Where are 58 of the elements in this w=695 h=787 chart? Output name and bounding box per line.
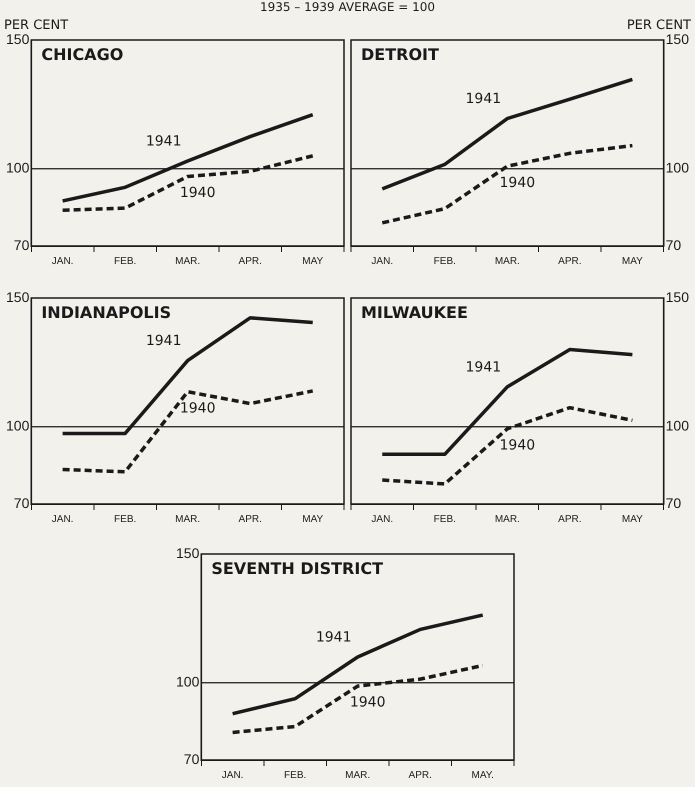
y-axis-title: PER CENT xyxy=(4,18,68,33)
x-tick-label: JAN. xyxy=(371,514,394,525)
x-tick-label: MAY. xyxy=(472,770,494,781)
x-tick-label: MAY xyxy=(622,514,644,525)
series-label: 1941 xyxy=(316,630,352,646)
series-label: 1941 xyxy=(466,359,502,376)
series-label: 1940 xyxy=(350,694,386,711)
x-tick-label: APR. xyxy=(558,514,582,525)
y2-axis-title: PER CENT xyxy=(626,18,692,33)
x-tick-label: JAN. xyxy=(52,256,74,267)
y2-tick-label: 70 xyxy=(666,236,682,253)
x-tick-label: FEB. xyxy=(284,770,306,781)
x-tick-label: MAY xyxy=(622,256,644,267)
series-label: 1941 xyxy=(146,134,182,150)
y2-tick-label: 100 xyxy=(666,418,690,434)
x-tick-label: FEB. xyxy=(434,514,456,525)
chart-title: INDIANAPOLIS xyxy=(41,303,172,322)
series-label: 1940 xyxy=(180,400,216,416)
y-tick-label: 150 xyxy=(6,288,30,305)
x-tick-label: APR. xyxy=(238,256,262,267)
x-tick-label: MAR. xyxy=(175,256,200,267)
x-tick-label: JAN. xyxy=(371,256,394,267)
x-tick-label: MAY xyxy=(302,256,324,267)
x-tick-label: FEB. xyxy=(434,256,456,267)
y-tick-label: 70 xyxy=(184,750,200,767)
x-tick-label: APR. xyxy=(558,256,582,267)
series-label: 1941 xyxy=(466,91,502,108)
x-tick-label: MAR. xyxy=(494,256,520,267)
chart-title: MILWAUKEE xyxy=(361,303,468,322)
series-label: 1941 xyxy=(146,333,182,350)
y-tick-label: 100 xyxy=(6,418,30,434)
y2-tick-label: 70 xyxy=(666,494,682,511)
y2-tick-label: 150 xyxy=(666,30,690,47)
x-tick-label: APR. xyxy=(238,514,262,525)
x-tick-label: FEB. xyxy=(114,256,136,267)
y-tick-label: 150 xyxy=(6,30,30,47)
y2-tick-label: 150 xyxy=(666,288,690,305)
y2-tick-label: 100 xyxy=(666,160,690,176)
y-tick-label: 150 xyxy=(176,544,200,561)
y-tick-label: 70 xyxy=(14,236,30,253)
x-tick-label: JAN. xyxy=(52,514,74,525)
series-label: 1940 xyxy=(180,185,216,202)
x-tick-label: MAR. xyxy=(494,514,520,525)
x-tick-label: FEB. xyxy=(114,514,136,525)
chart-title: SEVENTH DISTRICT xyxy=(211,559,384,578)
chart-title: CHICAGO xyxy=(41,45,124,64)
x-tick-label: MAY xyxy=(302,514,324,525)
y-tick-label: 100 xyxy=(176,674,200,690)
chart-title: DETROIT xyxy=(361,45,439,64)
x-tick-label: APR. xyxy=(408,770,432,781)
y-tick-label: 100 xyxy=(6,160,30,176)
y-tick-label: 70 xyxy=(14,494,30,511)
series-label: 1940 xyxy=(500,174,536,191)
x-tick-label: MAR. xyxy=(175,514,200,525)
x-tick-label: JAN. xyxy=(222,770,244,781)
chart-subtitle: 1935 – 1939 AVERAGE = 100 xyxy=(258,0,436,14)
series-label: 1940 xyxy=(500,437,536,454)
x-tick-label: MAR. xyxy=(345,770,370,781)
